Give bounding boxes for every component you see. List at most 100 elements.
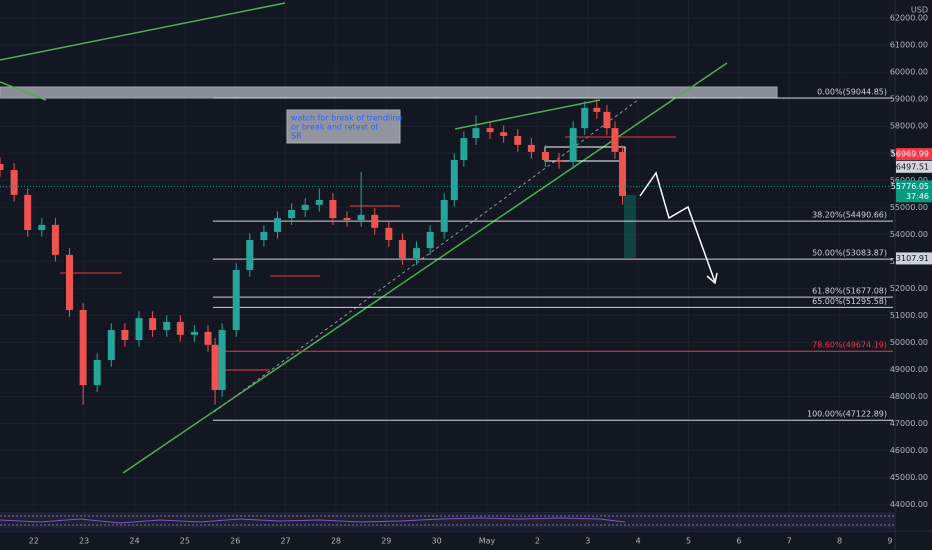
annotation-text: or break and retest of	[291, 123, 378, 132]
candle-body	[500, 132, 508, 136]
candle-body	[232, 270, 240, 330]
candle-body	[472, 128, 480, 139]
candle-body	[66, 254, 74, 310]
x-tick-label: 9	[887, 537, 892, 546]
candle-body	[163, 321, 171, 330]
candle-body	[426, 231, 434, 249]
candle-body	[51, 224, 59, 255]
x-tick-label: 3	[585, 537, 590, 546]
currency: USD	[911, 6, 928, 15]
resistance-zone	[0, 86, 778, 99]
y-tick-label: 59000.00	[890, 95, 928, 104]
price-tag-label: 56969.99	[891, 150, 929, 159]
candle-body	[603, 111, 611, 129]
candle-body	[514, 135, 522, 145]
candle-body	[581, 107, 589, 129]
candle-body	[413, 248, 421, 259]
candle-body	[190, 331, 198, 335]
x-tick-label: 22	[29, 537, 39, 546]
annotation-text: watch for break of trendline	[291, 114, 402, 123]
candle-body	[24, 194, 32, 230]
price-tag-label: 55776.05	[891, 182, 929, 191]
candle-body	[371, 214, 379, 228]
y-tick-label: 46000.00	[890, 446, 928, 455]
trendline	[0, 2, 286, 61]
y-tick-label: 44000.00	[890, 500, 928, 509]
y-tick-label: 49000.00	[890, 365, 928, 374]
candle-body	[288, 210, 296, 219]
candle-body	[121, 330, 129, 340]
x-tick-label: 29	[381, 537, 391, 546]
x-tick-label: 8	[837, 537, 842, 546]
candle-body	[107, 330, 115, 360]
candle-body	[593, 107, 601, 112]
candle-body	[619, 151, 627, 196]
candle-body	[315, 200, 323, 205]
y-tick-label: 60000.00	[890, 68, 928, 77]
fib-label: 100.00%(47122.89)	[807, 410, 887, 419]
arrow-head	[706, 272, 718, 285]
x-tick-label: 4	[636, 537, 641, 546]
projection-arrow	[639, 171, 716, 283]
candle-body	[440, 200, 448, 232]
candle-body	[38, 224, 46, 230]
candle-body	[486, 128, 494, 133]
price-tag	[896, 148, 932, 161]
candle-body	[385, 227, 393, 240]
y-tick-label: 61000.00	[890, 41, 928, 50]
candle-body	[329, 200, 337, 219]
x-tick-label: 26	[230, 537, 240, 546]
candle-body	[79, 310, 87, 386]
x-tick-label: 28	[331, 537, 341, 546]
price-tag	[896, 180, 932, 203]
price-tag-label: 53107.91	[891, 254, 929, 263]
price-tag-label: 56497.51	[891, 162, 929, 171]
x-tick-label: 24	[129, 537, 139, 546]
candle-body	[246, 240, 254, 270]
fib-label: 65.00%(51295.58)	[812, 297, 887, 306]
candle-body	[135, 318, 143, 340]
plot: 62000.00 61000.00 60000.00 59000.00 58000.00…	[0, 14, 932, 546]
projection-box	[624, 195, 636, 258]
y-tick-label: 55000.00	[890, 203, 928, 212]
grid	[0, 0, 895, 531]
fib-label: 50.00%(53083.87)	[812, 249, 887, 258]
candle-body	[450, 160, 458, 200]
fib-label: 0.00%(59044.85)	[817, 87, 887, 96]
candle-body	[343, 218, 351, 220]
candle-body	[301, 204, 309, 210]
x-tick-label: 5	[686, 537, 691, 546]
fib-label: 61.80%(51677.08)	[812, 287, 887, 296]
rsi-band	[0, 512, 895, 529]
x-tick-label: 30	[432, 537, 442, 546]
x-tick-label: May	[479, 537, 496, 546]
candle-body	[211, 344, 219, 390]
candle-body	[541, 151, 549, 160]
candle-body	[460, 138, 468, 160]
rsi	[0, 517, 626, 524]
y-tick-label: 52000.00	[890, 284, 928, 293]
candle-body	[611, 128, 619, 152]
candle-body	[260, 231, 268, 240]
x-tick-label: 23	[79, 537, 89, 546]
candle-body	[527, 144, 535, 152]
fib-label: 38.20%(54490.66)	[812, 211, 887, 220]
y-tick-label: 51000.00	[890, 311, 928, 320]
candle-body	[274, 218, 282, 232]
wedge-line	[454, 99, 601, 130]
fib-label: 78.60%(49674.19)	[812, 341, 887, 350]
x-tick-label: 2	[535, 537, 540, 546]
candle-body	[176, 321, 184, 335]
y-tick-label: 62000.00	[890, 14, 928, 23]
y-tick-label: 54000.00	[890, 230, 928, 239]
y-tick-label: 58000.00	[890, 122, 928, 131]
x-tick-label: 7	[787, 537, 792, 546]
candle-body	[555, 160, 563, 162]
countdown: 37:46	[906, 192, 929, 201]
y-tick-label: 56000.00	[890, 176, 928, 185]
y-tick-label: 48000.00	[890, 392, 928, 401]
y-tick-label: 50000.00	[890, 338, 928, 347]
price-tag	[896, 252, 932, 265]
